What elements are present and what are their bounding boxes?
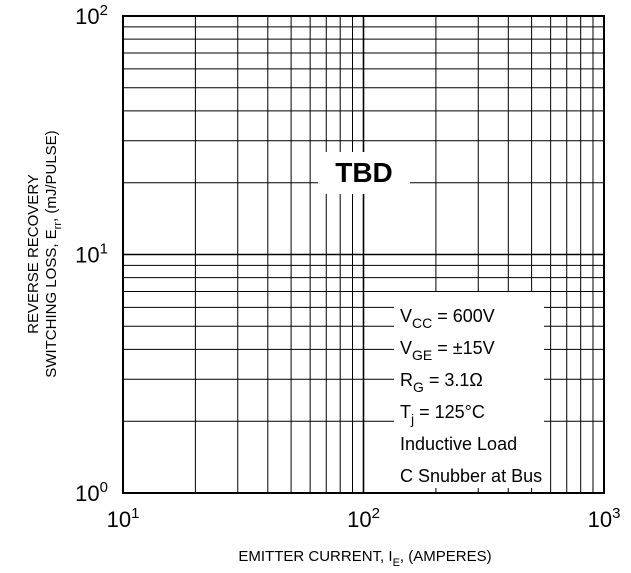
y-axis-label-line1: REVERSE RECOVERY [25, 174, 42, 334]
y-axis-label-line2: SWITCHING LOSS, Err, (mJ/PULSE) [43, 130, 64, 377]
condition-line: C Snubber at Bus [400, 466, 542, 486]
condition-line: RG = 3.1Ω [400, 370, 483, 395]
plot-frame [122, 15, 605, 494]
y-tick-label: 102 [75, 2, 108, 29]
condition-line: Inductive Load [400, 434, 517, 454]
conditions-legend: VCC = 600V VGE = ±15V RG = 3.1Ω Tj = 125°C I… [400, 306, 542, 486]
y-tick-label: 100 [75, 479, 108, 506]
conditions-box [394, 292, 544, 488]
x-tick-label: 101 [107, 505, 140, 532]
tbd-box [318, 152, 410, 194]
tbd-label: TBD [335, 157, 393, 188]
condition-line: Tj = 125°C [400, 402, 485, 427]
y-tick-label: 101 [75, 241, 108, 268]
grid-lines [123, 16, 604, 493]
x-axis-label: EMITTER CURRENT, IE, (AMPERES) [238, 548, 491, 569]
x-tick-label: 102 [347, 505, 380, 532]
y-axis-label: REVERSE RECOVERY SWITCHING LOSS, Err, (m… [25, 130, 64, 377]
condition-line: VGE = ±15V [400, 338, 495, 363]
condition-line: VCC = 600V [400, 306, 495, 331]
x-tick-label: 103 [588, 505, 621, 532]
